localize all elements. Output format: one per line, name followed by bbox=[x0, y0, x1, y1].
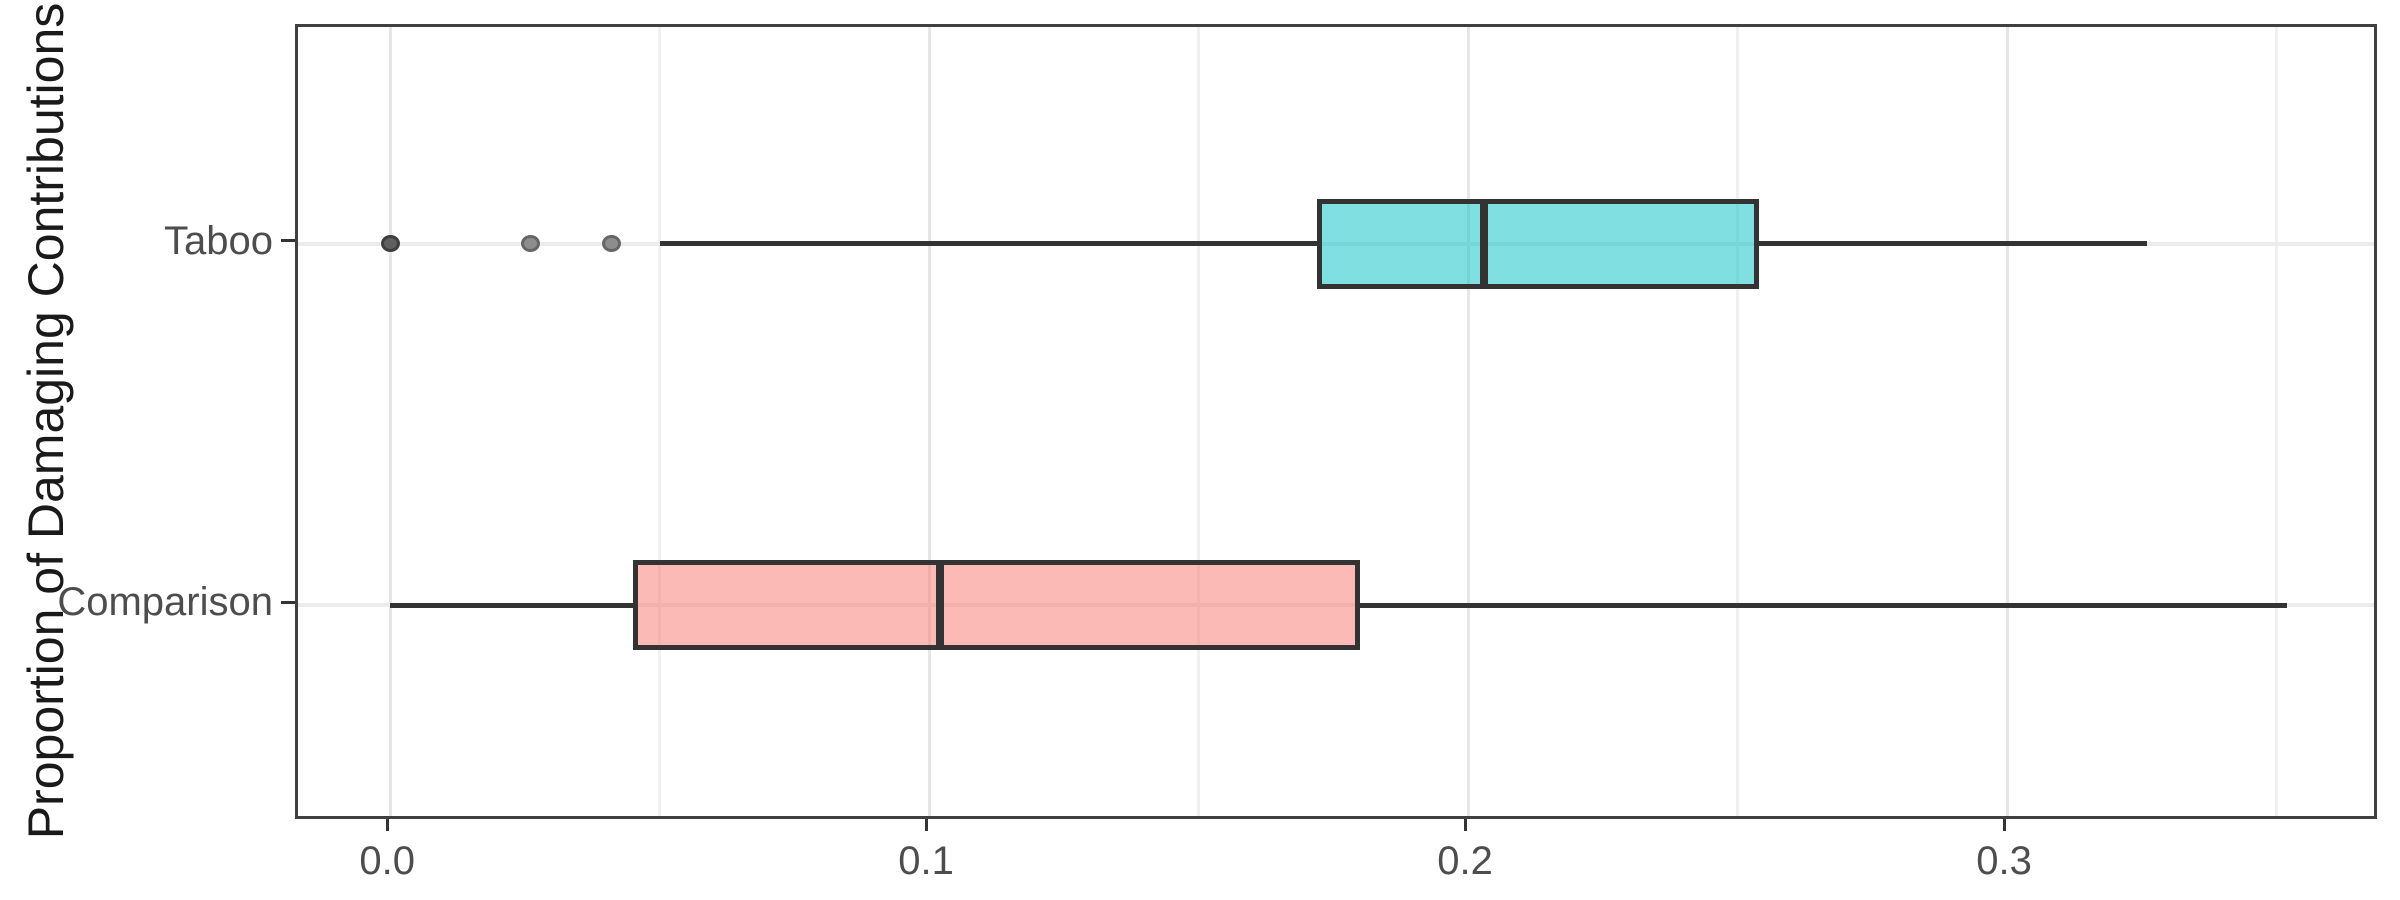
gridline-major-vertical bbox=[927, 27, 931, 816]
whisker-high-comparison bbox=[1360, 602, 2288, 608]
x-axis-tick bbox=[1463, 819, 1467, 831]
plot-area bbox=[298, 27, 2374, 816]
y-axis-title: Proportion of Damaging Contributions bbox=[18, 2, 74, 840]
gridline-major-vertical bbox=[388, 27, 392, 816]
median-line-taboo bbox=[1480, 198, 1489, 289]
outlier-point-taboo bbox=[520, 235, 540, 253]
y-axis-tick bbox=[281, 600, 295, 604]
x-axis-tick-label: 0.3 bbox=[1976, 839, 2032, 883]
gridline-minor-vertical bbox=[2275, 27, 2279, 816]
x-axis-tick-label: 0.0 bbox=[359, 839, 415, 883]
whisker-low-comparison bbox=[390, 602, 633, 608]
gridline-minor-vertical bbox=[1197, 27, 1201, 816]
boxplot-box-taboo bbox=[1317, 198, 1760, 289]
gridline-major-vertical bbox=[2005, 27, 2009, 816]
x-axis-tick bbox=[385, 819, 389, 831]
outlier-point-taboo bbox=[380, 235, 400, 253]
gridline-minor-vertical bbox=[658, 27, 662, 816]
median-line-comparison bbox=[935, 560, 944, 651]
x-axis-tick-label: 0.1 bbox=[898, 839, 954, 883]
x-axis-tick bbox=[924, 819, 928, 831]
x-axis-tick-label: 0.2 bbox=[1437, 839, 1493, 883]
y-axis-tick bbox=[281, 239, 295, 243]
plot-panel bbox=[295, 24, 2377, 819]
gridline-minor-vertical bbox=[1736, 27, 1740, 816]
whisker-high-taboo bbox=[1759, 241, 2148, 247]
x-axis-tick bbox=[2002, 819, 2006, 831]
y-axis-category-label-comparison: Comparison bbox=[57, 580, 273, 625]
y-axis-category-label-taboo: Taboo bbox=[164, 218, 273, 263]
boxplot-box-comparison bbox=[632, 560, 1361, 651]
whisker-low-taboo bbox=[659, 241, 1318, 247]
outlier-point-taboo bbox=[601, 235, 621, 253]
gridline-major-vertical bbox=[1466, 27, 1470, 816]
